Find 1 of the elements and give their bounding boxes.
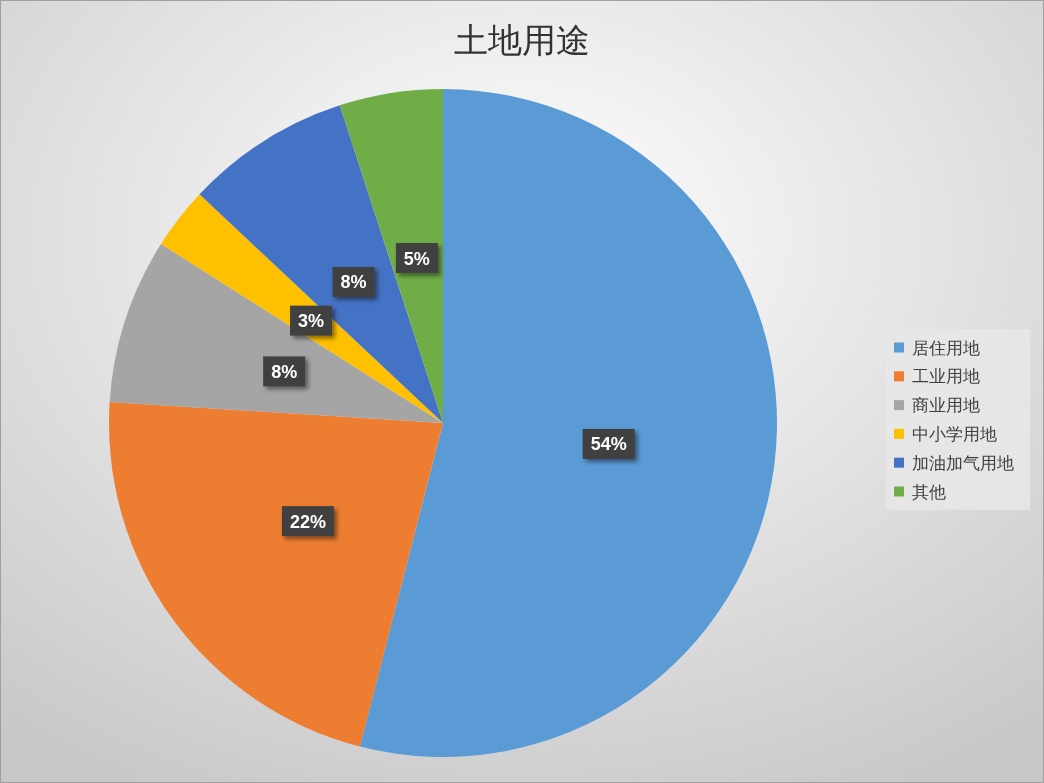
title: 土地用途 — [454, 20, 590, 60]
